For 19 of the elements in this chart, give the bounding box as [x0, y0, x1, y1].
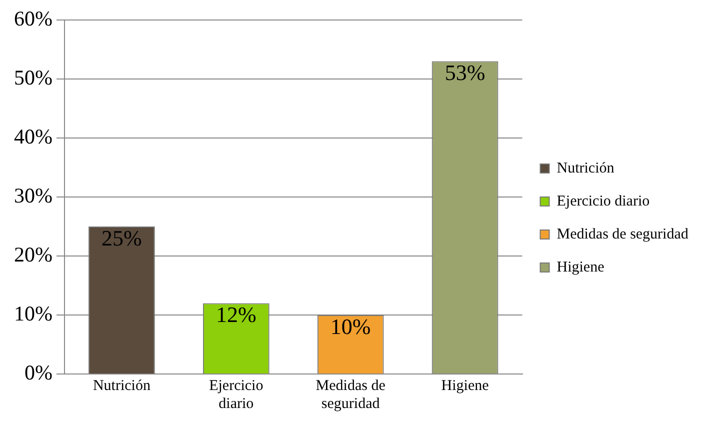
y-tick-label: 20% [14, 242, 52, 267]
y-tick-label: 60% [14, 6, 52, 31]
y-tick-label: 40% [14, 124, 52, 149]
data-label: 10% [330, 314, 371, 339]
x-tick-label: Medidas de seguridad [316, 378, 386, 412]
y-tick-label: 10% [14, 302, 52, 326]
y-tick-label: 50% [14, 66, 52, 90]
legend-label: Higiene [556, 259, 605, 276]
data-label: 12% [216, 302, 256, 327]
x-tick-label: Nutrición [92, 378, 151, 394]
data-label: 25% [102, 225, 142, 250]
x-tick-label: Ejercicio diario [209, 378, 264, 412]
x-tick-label: Higiene [441, 378, 490, 394]
legend-label: Ejercicio diario [556, 193, 650, 210]
y-tick-label: 0% [24, 360, 52, 385]
data-label: 53% [444, 60, 486, 86]
legend-label: Nutrición [556, 160, 615, 176]
y-tick-label: 30% [14, 184, 52, 208]
legend-label: Medidas de seguridad [556, 226, 689, 242]
